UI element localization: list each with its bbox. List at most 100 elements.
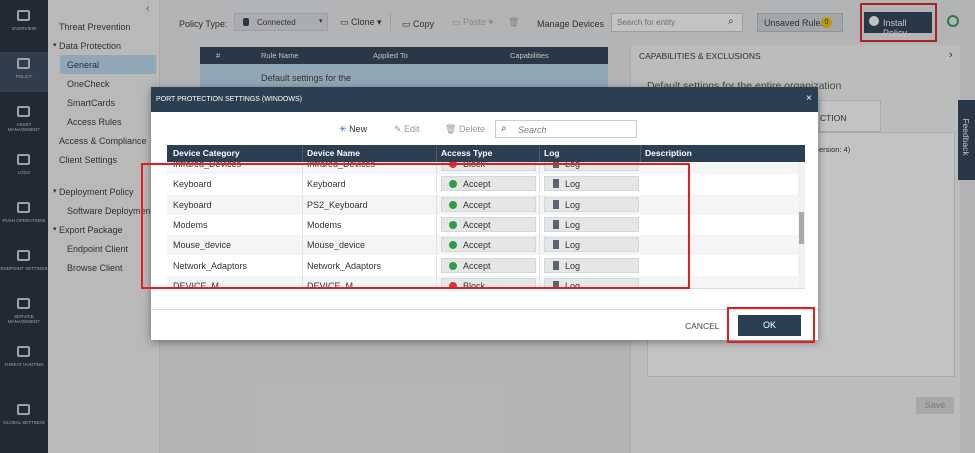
log-icon — [553, 199, 559, 209]
highlight — [860, 3, 937, 42]
log-label: Log — [565, 280, 581, 289]
log: Log — [544, 176, 639, 192]
save[interactable]: Save — [916, 397, 954, 414]
access-type: Accept — [441, 196, 536, 212]
cancel[interactable]: CANCEL — [685, 321, 720, 331]
edit[interactable]: ✎ Edit — [394, 124, 420, 134]
sidebar-label: SERVICE MANAGEMENT — [7, 314, 41, 324]
trash[interactable]: 🗑 — [508, 17, 520, 27]
paste-label: Paste — [463, 17, 487, 27]
access-icon — [449, 200, 457, 209]
scrollbar[interactable] — [799, 212, 804, 244]
device-name: Network_Adaptors — [307, 260, 382, 271]
access-label: Accept — [463, 179, 491, 190]
device-header: Device Category Device Name Access Type Log… — [167, 145, 805, 162]
device-name: PS2_Keyboard — [307, 199, 368, 210]
device-name: Mouse_device — [307, 240, 366, 251]
col-sep — [302, 275, 303, 288]
device-row: Keyboard PS2_Keyboard Accept Log — [167, 194, 798, 215]
access-label: Accept — [463, 199, 491, 210]
modal-search-label: Search — [518, 125, 547, 135]
delete[interactable]: 🗑 Delete — [445, 124, 485, 134]
icon — [17, 154, 30, 165]
connected: Connected — [257, 18, 296, 27]
clone[interactable]: ▭ Clone ▾ — [340, 17, 382, 27]
unsaved-count: 0 — [821, 17, 832, 28]
manage-devices[interactable]: Manage Devices — [537, 19, 605, 29]
highlight — [727, 307, 815, 343]
col-sep — [539, 174, 540, 195]
access-label: Accept — [463, 219, 491, 230]
connected-dropdown[interactable]: Connected ▾ — [234, 13, 328, 31]
icon — [17, 346, 30, 357]
device-col: Device Name — [307, 148, 360, 158]
collapse[interactable]: ‹ — [146, 3, 150, 14]
paste[interactable]: ▭ Paste ▾ — [452, 17, 494, 27]
icon — [17, 58, 30, 69]
search-box[interactable]: Search for entity ⌕ — [611, 13, 743, 32]
col-sep — [539, 255, 540, 276]
log-icon — [553, 240, 559, 250]
device-row: Keyboard Keyboard Accept Log — [167, 174, 798, 195]
device-category: Keyboard — [173, 179, 212, 190]
ok[interactable]: OK — [738, 315, 801, 336]
icon — [17, 298, 30, 309]
tab: CTION — [820, 113, 847, 123]
sidebar-label: ASSET MANAGEMENT — [7, 122, 41, 132]
nav-item: Export Package — [59, 225, 123, 235]
device-category: Network_Adaptors — [173, 260, 248, 271]
access-type: Block — [441, 277, 536, 288]
col-sep — [539, 275, 540, 288]
copy-label: Copy — [413, 19, 435, 29]
log-label: Log — [565, 219, 581, 230]
nav-item: SmartCards — [67, 98, 116, 108]
nav-item: OneCheck — [67, 79, 110, 89]
rules-col: Capabilities — [510, 51, 549, 60]
device-row: DEVICE_M DEVICE_M Block Log — [167, 275, 798, 289]
new[interactable]: ✳ New — [339, 124, 368, 134]
col-sep — [436, 162, 437, 174]
install-policy[interactable]: Install Policy — [864, 12, 932, 38]
sidebar-label: THREAT HUNTING — [4, 362, 44, 367]
col-sep — [302, 162, 303, 174]
delete-label: Delete — [458, 124, 485, 134]
access-icon — [449, 281, 457, 288]
col-sep — [539, 214, 540, 235]
modal-title: PORT PROTECTION SETTINGS (WINDOWS) — [156, 96, 302, 103]
log: Log — [544, 257, 639, 273]
sidebar: OVERVIEW POLICY ASSET MANAGEMENT LOGS PUSH O… — [0, 0, 48, 453]
sidebar-label: PUSH OPERATIONS — [2, 218, 46, 223]
device-col: Description — [645, 148, 692, 158]
access-type: Block — [441, 162, 536, 171]
modal-search[interactable]: ⌕ Search — [495, 120, 637, 138]
icon — [17, 404, 30, 415]
col-sep — [539, 145, 540, 162]
feedback-tab[interactable]: Feedback — [958, 100, 975, 180]
right-title: CAPABILITIES & EXCLUSIONS — [639, 51, 761, 61]
col-sep — [436, 145, 437, 162]
sidebar-label: ENDPOINT SETTINGS — [0, 266, 48, 271]
nav-item: Endpoint Client — [67, 244, 129, 254]
col-sep — [302, 255, 303, 276]
access-type: Accept — [441, 237, 536, 253]
new-label: New — [349, 124, 368, 134]
caret: ▾ — [53, 226, 57, 233]
device-body: Infrared_Devices Infrared_Devices Block Log… — [167, 162, 805, 289]
icon — [17, 250, 30, 261]
modal: PORT PROTECTION SETTINGS (WINDOWS) × ✳ N… — [151, 87, 818, 340]
nav-item: Access & Compliance — [59, 136, 147, 146]
log: Log — [544, 196, 639, 212]
log-label: Log — [565, 179, 581, 190]
rules-col: Applied To — [373, 51, 408, 60]
edit-label: Edit — [404, 124, 420, 134]
access-label: Accept — [463, 240, 491, 251]
copy[interactable]: ▭ Copy — [402, 19, 435, 29]
nav-item: Threat Prevention — [59, 22, 131, 32]
close[interactable]: × — [806, 93, 812, 104]
device-col: Log — [544, 148, 560, 158]
sidebar-label: POLICY — [15, 74, 33, 79]
log-label: Log — [565, 162, 581, 169]
rules-col: Rule Name — [261, 51, 299, 60]
unsaved-rules[interactable]: Unsaved Rules 0 — [757, 13, 843, 32]
log-icon — [553, 162, 559, 168]
